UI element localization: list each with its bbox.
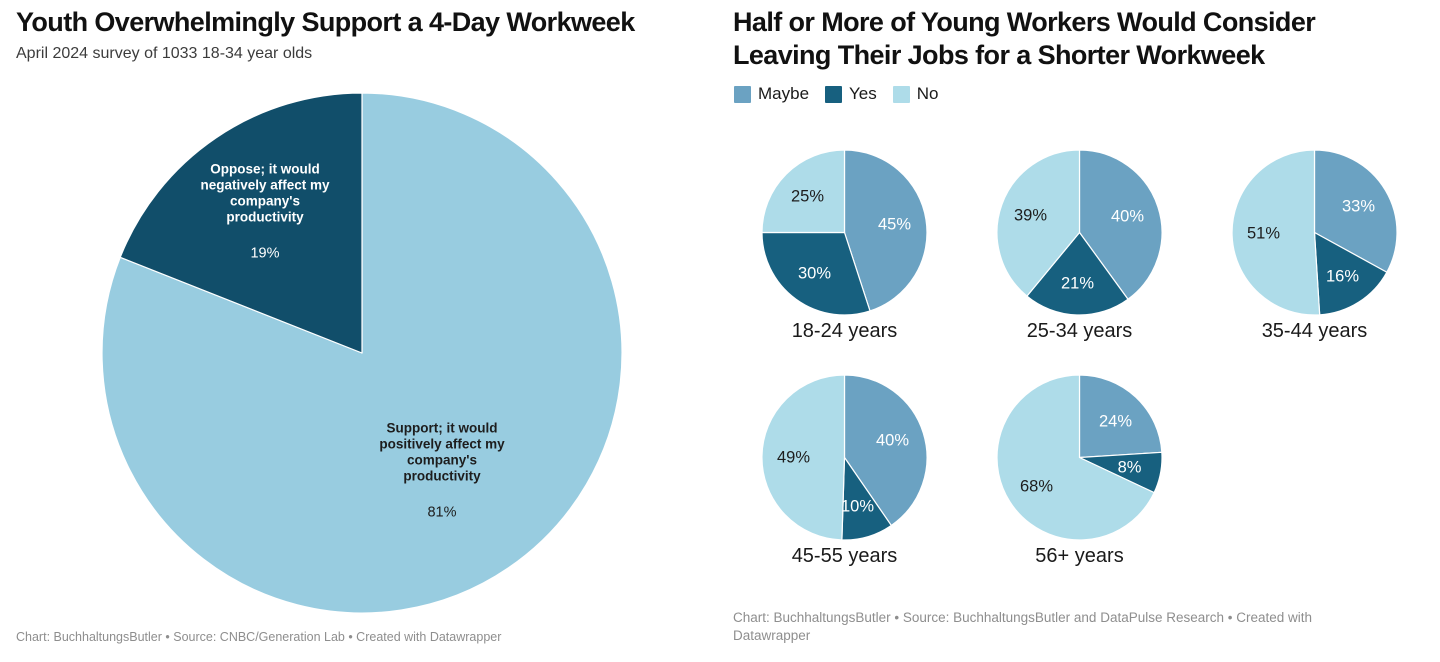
pie-45-55-years: 40% 10% 49% 45-55 years [762, 375, 927, 567]
pie-35-44-years: 33% 16% 51% 35-44 years [1232, 150, 1397, 342]
pie-45-55-years-slice-maybe[interactable] [843, 375, 927, 527]
pie-45-55-years-no-percent: 49% [776, 448, 811, 466]
pie-25-34-years-slice-maybe[interactable] [1078, 150, 1162, 300]
oppose-slice-percent: 19% [250, 245, 280, 262]
pie-35-44-years-slice-no[interactable] [1232, 150, 1321, 315]
left-chart-source-note: Chart: BuchhaltungsButler • Source: CNBC… [16, 630, 502, 644]
pie-category-label: 45-55 years [791, 545, 898, 567]
pie-25-34-years: 40% 21% 39% 25-34 years [997, 150, 1162, 342]
pie-56+-years-slice-maybe[interactable] [1078, 375, 1162, 459]
pie-18-24-years-no-percent: 25% [790, 187, 825, 205]
legend-item-maybe: Maybe [734, 84, 809, 104]
pie-18-24-years-maybe-percent: 45% [877, 215, 912, 233]
pie-18-24-years-slice-yes[interactable] [762, 231, 871, 315]
legend-swatch-no [892, 85, 910, 103]
legend-item-no: No [892, 84, 939, 104]
pie-56+-years-maybe-percent: 24% [1098, 412, 1133, 430]
right-chart-title: Half or More of Young Workers Would Cons… [733, 7, 1316, 70]
legend-label: Yes [849, 84, 877, 103]
legend-label: No [916, 84, 939, 103]
pie-category-label: 18-24 years [791, 320, 898, 342]
pie-35-44-years-slice-yes[interactable] [1313, 231, 1388, 315]
right-chart-section: Half or More of Young Workers Would Cons… [733, 0, 1440, 662]
pie-56+-years-no-percent: 68% [1019, 477, 1054, 495]
pie-56+-years-slice-no[interactable] [997, 375, 1155, 540]
left-chart-subtitle: April 2024 survey of 1033 18-34 year old… [16, 45, 313, 62]
pie-18-24-years: 45% 30% 25% 18-24 years [762, 150, 927, 342]
pie-18-24-years-slice-maybe[interactable] [843, 150, 927, 312]
pie-35-44-years-slice-maybe[interactable] [1313, 150, 1398, 273]
pie-25-34-years-svg [997, 150, 1162, 315]
right-chart-source-note: Chart: BuchhaltungsButler • Source: Buch… [733, 610, 1313, 643]
oppose-slice-text: Oppose; it would negatively affect my co… [200, 161, 330, 225]
legend: Maybe Yes No [734, 84, 955, 104]
pie-35-44-years-no-percent: 51% [1246, 224, 1281, 242]
pie-25-34-years-slice-no[interactable] [997, 150, 1081, 297]
main-pie-svg [101, 92, 623, 614]
oppose-slice-label: Oppose; it would negatively affect my co… [200, 144, 329, 281]
pie-category-label: 35-44 years [1261, 320, 1368, 342]
support-oppose-pie-chart: Oppose; it would negatively affect my co… [101, 92, 623, 614]
support-slice-percent: 81% [427, 504, 457, 521]
main-pie-svg-host [101, 92, 623, 618]
pie-56+-years: 24% 8% 68% 56+ years [997, 375, 1162, 567]
pie-35-44-years-maybe-percent: 33% [1341, 197, 1376, 215]
pie-category-label: 25-34 years [1026, 320, 1133, 342]
pie-18-24-years-yes-percent: 30% [797, 264, 832, 282]
left-chart-title: Youth Overwhelmingly Support a 4-Day Wor… [16, 7, 635, 37]
pie-25-34-years-slice-yes[interactable] [1026, 231, 1129, 315]
support-slice-label: Support; it would positively affect my c… [379, 403, 504, 540]
pie-25-34-years-maybe-percent: 40% [1110, 207, 1145, 225]
support-slice-text: Support; it would positively affect my c… [379, 420, 505, 484]
pie-56+-years-svg [997, 375, 1162, 540]
pie-category-label: 56+ years [1035, 545, 1124, 567]
legend-item-yes: Yes [825, 84, 877, 104]
legend-label: Maybe [758, 84, 810, 103]
age-group-pies: 45% 30% 25% 18-24 years 40% 21% 39% 25-34 years… [733, 0, 1440, 662]
pie-45-55-years-maybe-percent: 40% [875, 431, 910, 449]
legend-swatch-yes [825, 85, 843, 103]
pie-25-34-years-yes-percent: 21% [1060, 274, 1095, 292]
pie-35-44-years-yes-percent: 16% [1325, 267, 1360, 285]
pie-18-24-years-slice-no[interactable] [762, 150, 846, 234]
pie-45-55-years-slice-no[interactable] [762, 375, 846, 540]
pie-18-24-years-svg [762, 150, 927, 315]
main-pie-slice-oppose[interactable] [119, 92, 363, 354]
pie-45-55-years-svg [762, 375, 927, 540]
pie-35-44-years-svg [1232, 150, 1397, 315]
pie-45-55-years-yes-percent: 10% [840, 497, 875, 515]
pie-56+-years-yes-percent: 8% [1117, 458, 1142, 476]
legend-swatch-maybe [734, 85, 751, 103]
pie-25-34-years-no-percent: 39% [1013, 206, 1048, 224]
left-chart-section: Youth Overwhelmingly Support a 4-Day Wor… [16, 7, 635, 644]
